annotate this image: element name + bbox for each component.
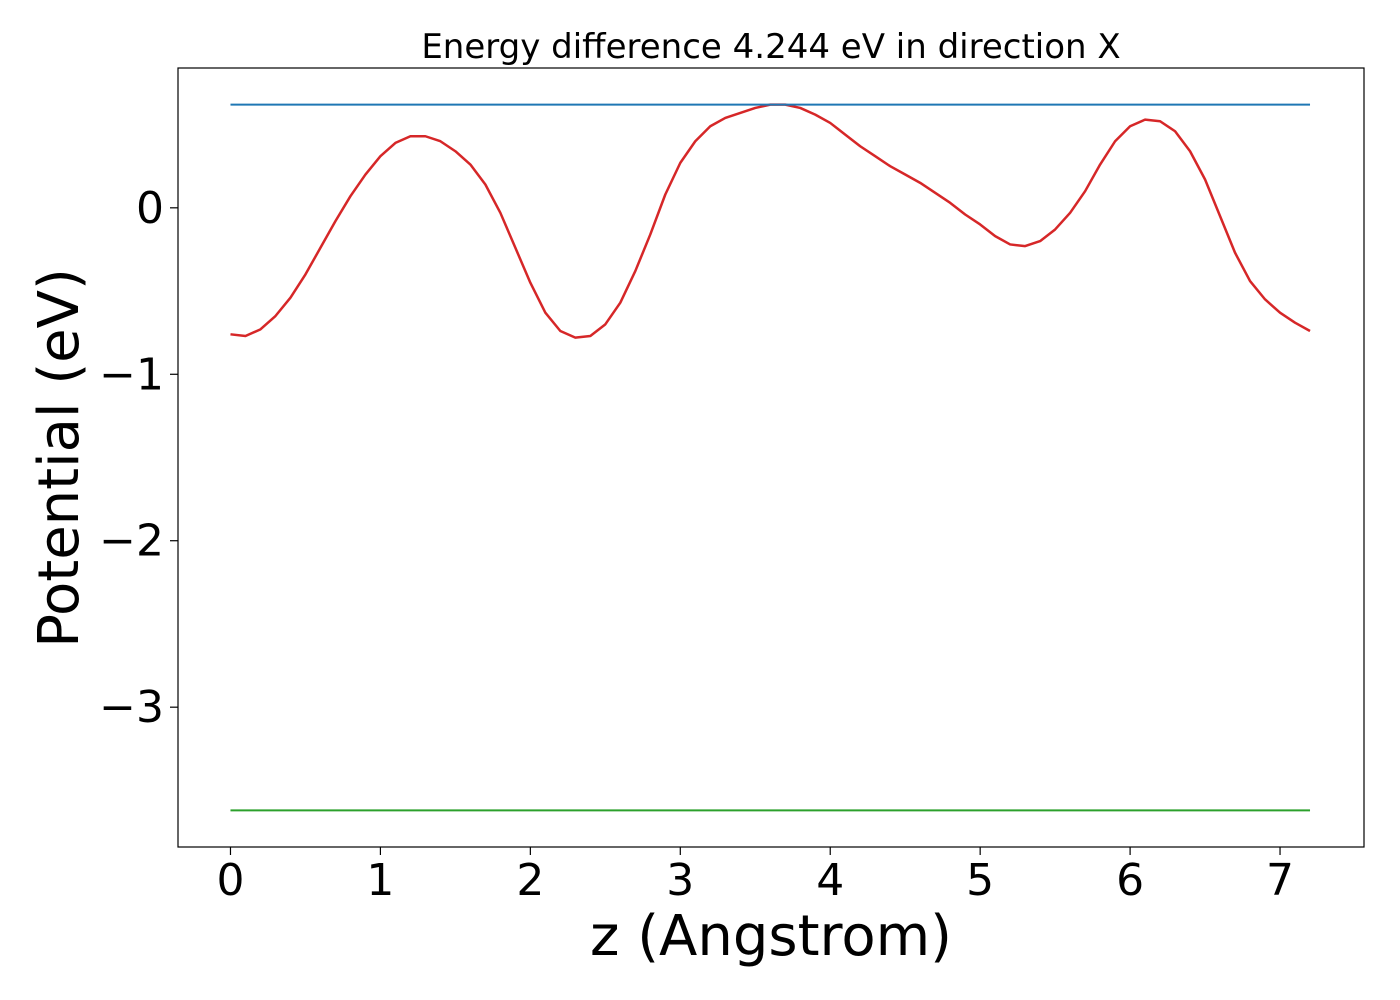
x-tick-label: 7: [1266, 855, 1294, 906]
y-tick-label: 0: [136, 183, 164, 234]
x-axis-label: z (Angstrom): [590, 904, 952, 969]
series-layer: [230, 103, 1311, 812]
x-tick-label: 2: [516, 855, 544, 906]
y-axis-label: Potential (eV): [27, 268, 92, 648]
plot-frame: [177, 67, 1365, 848]
x-tick-label: 0: [216, 855, 244, 906]
y-tick-label: −1: [99, 349, 164, 400]
x-tick-label: 5: [966, 855, 994, 906]
y-axis: 0 −1 −2 −3: [99, 183, 178, 733]
x-tick-label: 4: [816, 855, 844, 906]
y-tick-label: −2: [99, 516, 164, 567]
x-tick-label: 1: [366, 855, 394, 906]
chart-title: Energy difference 4.244 eV in direction …: [421, 27, 1120, 67]
x-axis: 0 1 2 3 4 5 6 7: [216, 847, 1294, 906]
x-tick-label: 6: [1116, 855, 1144, 906]
x-tick-label: 3: [666, 855, 694, 906]
y-tick-label: −3: [99, 682, 164, 733]
